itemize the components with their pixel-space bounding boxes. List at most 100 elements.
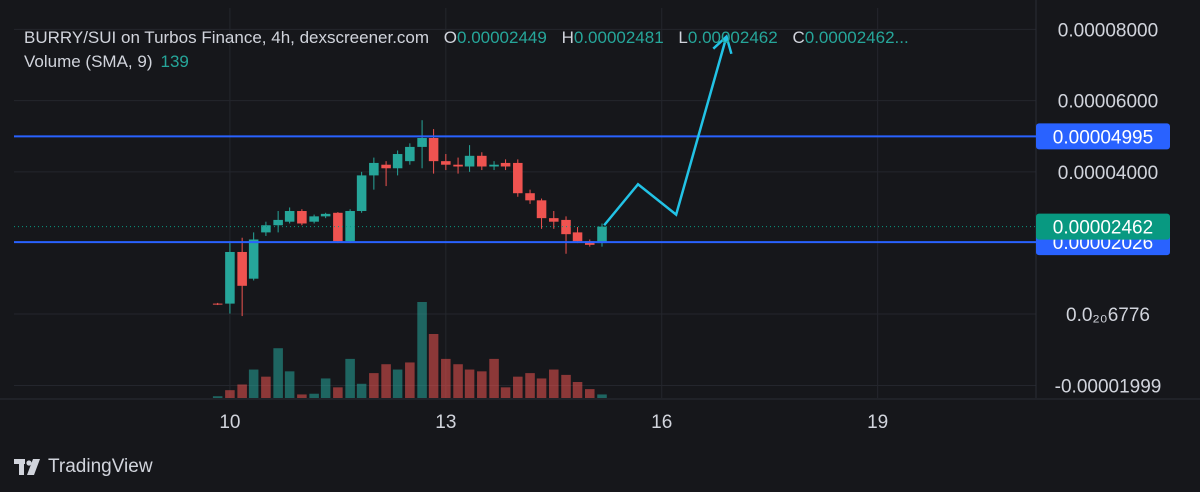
volume-bar (212, 396, 223, 398)
volume-indicator-value: 139 (160, 52, 189, 71)
candle-body (369, 162, 379, 176)
volume-bar (441, 358, 451, 398)
candle-body (356, 175, 367, 212)
volume-bar (464, 369, 475, 398)
arrowhead-icon (712, 34, 733, 55)
volume-bar (237, 384, 247, 398)
last-price-badge[interactable] (1036, 213, 1170, 240)
volume-bar (261, 376, 271, 398)
projection-drawing (603, 34, 733, 227)
volume-bar (536, 378, 547, 398)
candle-body (237, 251, 247, 286)
volume-bar (405, 362, 415, 398)
volume-bar (297, 394, 307, 398)
candle-body (273, 219, 283, 226)
volume-bar (561, 374, 571, 398)
volume-bar (392, 369, 403, 398)
low-value: 0.00002462 (687, 28, 778, 47)
candle-body (428, 138, 439, 162)
projected-path-line[interactable] (603, 36, 728, 227)
volume-bar (369, 373, 379, 398)
close-value: 0.00002462... (804, 28, 909, 47)
candle-body (309, 216, 319, 222)
open-value: 0.00002449 (457, 28, 547, 47)
candle-body (392, 154, 403, 169)
candle-body (320, 213, 331, 217)
volume-bar (597, 394, 607, 398)
candle-body (284, 211, 295, 222)
low-label: L (678, 28, 688, 47)
price-axis: 0.00008000 0.00006000 0.00004000 0.0₂₀6776 -… (1036, 20, 1170, 397)
time-axis: 10 13 16 19 (219, 412, 888, 433)
candle-body (549, 218, 559, 222)
candle-body (417, 138, 427, 147)
candle-body (297, 211, 307, 224)
candle-body (536, 200, 547, 219)
volume-bar (549, 369, 559, 398)
candle-body (261, 225, 271, 233)
tradingview-wordmark: TradingView (48, 456, 153, 477)
chart-legend: BURRY/SUI on Turbos Finance, 4h, dexscre… (24, 26, 909, 74)
close-label: C (792, 28, 805, 47)
time-tick-label: 19 (867, 412, 888, 433)
candle-body (381, 164, 391, 169)
tradingview-branding[interactable]: TradingView (14, 456, 153, 478)
candle-body (489, 164, 499, 167)
candle-body (464, 155, 475, 167)
price-tick-label: 0.0₂₀6776 (1066, 305, 1150, 326)
tradingview-logo-icon (14, 459, 40, 475)
volume-bar (284, 371, 295, 398)
time-tick-label: 10 (219, 412, 240, 433)
volume-bars (212, 302, 607, 398)
candle-body (212, 303, 223, 305)
candles (212, 120, 607, 317)
volume-bar (500, 387, 511, 398)
volume-bar (248, 369, 259, 398)
price-tick-label: 0.00006000 (1058, 92, 1158, 113)
volume-bar (428, 334, 439, 398)
level-price-label: 0.00004995 (1053, 127, 1153, 148)
candle-body (525, 193, 535, 201)
grid-lines (0, 0, 1200, 400)
candle-body (513, 162, 523, 194)
volume-bar (345, 358, 355, 398)
candle-body (572, 232, 583, 242)
volume-bar (356, 383, 367, 398)
horizontal-levels (14, 135, 1036, 244)
volume-bar (381, 364, 391, 398)
candle-body (225, 251, 235, 304)
volume-bar (417, 302, 427, 398)
last-price-label: 0.00002462 (1053, 218, 1153, 239)
volume-indicator-label[interactable]: Volume (SMA, 9) (24, 52, 153, 71)
time-tick-label: 16 (651, 412, 672, 433)
high-value: 0.00002481 (573, 28, 664, 47)
volume-bar (572, 382, 583, 398)
volume-bar (333, 387, 343, 398)
candle-body (453, 164, 463, 167)
volume-bar (525, 373, 535, 398)
candle-body (333, 212, 343, 242)
volume-bar (585, 389, 595, 398)
time-tick-label: 13 (435, 412, 456, 433)
volume-bar (489, 358, 499, 398)
candle-body (477, 155, 487, 167)
price-tick-label: 0.00004000 (1058, 163, 1158, 184)
symbol-title[interactable]: BURRY/SUI on Turbos Finance, 4h, dexscre… (24, 28, 430, 47)
candle-body (405, 146, 415, 162)
legend-row-ohlc: BURRY/SUI on Turbos Finance, 4h, dexscre… (24, 26, 909, 50)
legend-row-volume: Volume (SMA, 9) 139 (24, 50, 909, 74)
volume-bar (453, 364, 463, 398)
candle-body (441, 161, 451, 165)
volume-bar (309, 393, 319, 398)
price-tick-label: 0.00008000 (1058, 20, 1158, 41)
candle-body (597, 226, 607, 244)
volume-bar (513, 376, 523, 398)
price-tick-label: -0.00001999 (1055, 376, 1162, 397)
volume-bar (477, 371, 487, 398)
candle-body (248, 239, 259, 279)
level-price-badge[interactable] (1036, 123, 1170, 150)
open-label: O (443, 28, 458, 47)
volume-bar (273, 348, 283, 398)
high-label: H (561, 28, 574, 47)
